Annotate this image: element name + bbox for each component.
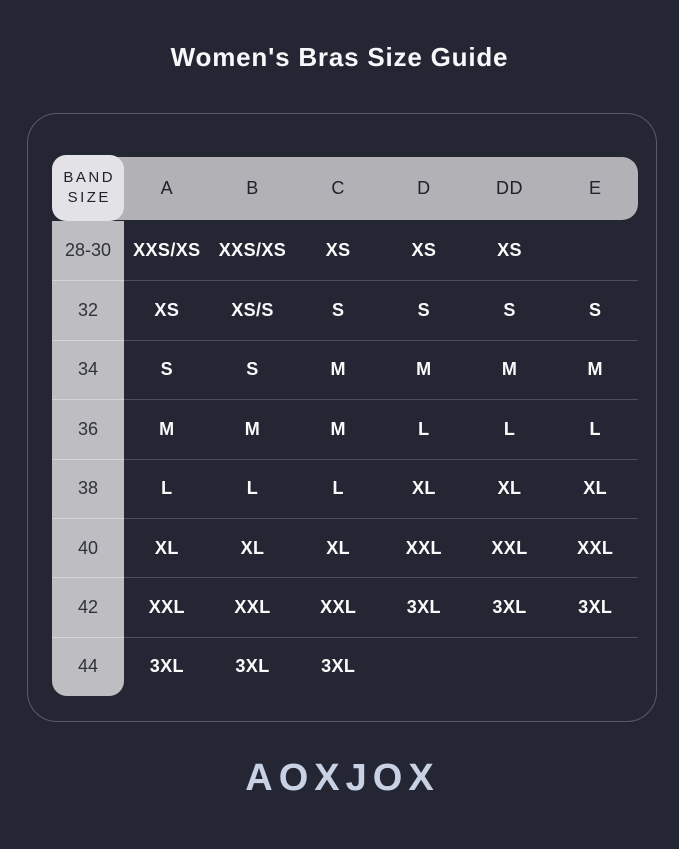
band-size-corner-line2: SIZE bbox=[67, 189, 111, 206]
cup-size-header-E: E bbox=[588, 178, 602, 198]
size-cell-32-D: S bbox=[381, 280, 467, 339]
table-row-band-36: 36 M M M L L L bbox=[52, 399, 639, 459]
size-cell-36-C: M bbox=[295, 399, 382, 458]
band-size-cell: 40 bbox=[52, 517, 124, 578]
brand-logo: AOXJOX bbox=[245, 757, 440, 799]
size-table: A B C D DD E BAND SIZE 28-30 XXS/XS XXS/XS XS XS X… bbox=[52, 155, 639, 697]
size-cell-36-E: L bbox=[552, 399, 639, 458]
size-cell-32-A: XS bbox=[124, 280, 210, 339]
size-cell-36-A: M bbox=[124, 399, 210, 458]
size-guide-panel: A B C D DD E BAND SIZE 28-30 XXS/XS XXS/XS XS XS X… bbox=[27, 113, 657, 722]
band-size-cell: 28-30 bbox=[52, 221, 124, 281]
size-cell-38-DD: XL bbox=[466, 458, 553, 518]
size-cell-44-D bbox=[381, 636, 467, 696]
size-cell-42-E: 3XL bbox=[552, 577, 639, 636]
table-row-band-32: 32 XS XS/S S S S S bbox=[52, 280, 639, 340]
table-row-band-28-30: 28-30 XXS/XS XXS/XS XS XS XS bbox=[52, 221, 638, 281]
size-cell-42-C: XXL bbox=[295, 577, 382, 636]
size-cell-42-D: 3XL bbox=[381, 577, 467, 636]
size-cell-40-B: XL bbox=[209, 517, 296, 577]
size-cell-36-B: M bbox=[209, 399, 296, 458]
size-cell-42-B: XXL bbox=[209, 577, 296, 636]
size-cell-38-A: L bbox=[124, 458, 210, 518]
size-cell-28-30-E bbox=[552, 221, 638, 280]
size-cell-34-B: S bbox=[209, 339, 296, 399]
band-size-cell: 34 bbox=[52, 339, 124, 400]
size-cell-44-B: 3XL bbox=[209, 636, 296, 696]
size-cell-40-E: XXL bbox=[552, 517, 639, 577]
size-cell-40-A: XL bbox=[124, 517, 210, 577]
size-cell-44-DD bbox=[466, 636, 553, 696]
size-cell-38-E: XL bbox=[552, 458, 639, 518]
cup-size-header-A: A bbox=[160, 178, 174, 198]
size-cell-32-B: XS/S bbox=[209, 280, 296, 339]
size-cell-32-DD: S bbox=[466, 280, 553, 339]
size-cell-32-C: S bbox=[295, 280, 382, 339]
size-cell-42-DD: 3XL bbox=[466, 577, 553, 636]
cup-size-header-C: C bbox=[331, 178, 345, 198]
cup-size-header-DD: DD bbox=[496, 178, 524, 198]
size-cell-40-C: XL bbox=[295, 517, 382, 577]
size-cell-40-D: XXL bbox=[381, 517, 467, 577]
size-cell-28-30-C: XS bbox=[325, 240, 351, 261]
table-row-band-44: 44 3XL 3XL 3XL bbox=[52, 636, 639, 697]
band-size-cell: 32 bbox=[52, 280, 124, 340]
size-cell-28-30-A: XXS/XS bbox=[133, 240, 201, 261]
size-cell-28-30-DD: XS bbox=[497, 240, 522, 261]
size-cell-36-DD: L bbox=[466, 399, 553, 458]
band-size-corner-line1: BAND bbox=[63, 168, 116, 186]
band-size-corner-header: BAND SIZE bbox=[52, 155, 124, 221]
size-cell-44-E bbox=[552, 636, 639, 696]
cup-size-header-B: B bbox=[246, 178, 259, 198]
table-row-band-40: 40 XL XL XL XXL XXL XXL bbox=[52, 517, 639, 578]
size-cell-34-E: M bbox=[552, 339, 639, 399]
size-cell-34-D: M bbox=[381, 339, 467, 399]
cup-size-header-D: D bbox=[417, 178, 431, 198]
size-cell-28-30-D: XS bbox=[411, 240, 437, 261]
table-header-row: A B C D DD E BAND SIZE bbox=[52, 155, 638, 221]
page-title: Women's Bras Size Guide bbox=[170, 42, 509, 72]
table-body: 28-30 XXS/XS XXS/XS XS XS XS 32 XS XS/S S S S S 34 S S M… bbox=[52, 221, 639, 697]
size-cell-34-A: S bbox=[124, 339, 210, 399]
size-cell-42-A: XXL bbox=[124, 577, 210, 636]
size-cell-32-E: S bbox=[552, 280, 639, 339]
band-size-cell: 38 bbox=[52, 458, 124, 518]
size-cell-34-C: M bbox=[295, 339, 382, 399]
size-cell-36-D: L bbox=[381, 399, 467, 458]
band-size-cell: 44 bbox=[52, 636, 124, 697]
table-row-band-38: 38 L L L XL XL XL bbox=[52, 458, 639, 518]
size-cell-44-C: 3XL bbox=[295, 636, 382, 696]
size-cell-34-DD: M bbox=[466, 339, 553, 399]
size-cell-38-B: L bbox=[209, 458, 296, 518]
cup-size-header-strip: A B C D DD E bbox=[52, 157, 638, 220]
size-cell-38-C: L bbox=[295, 458, 382, 518]
band-size-cell: 42 bbox=[52, 577, 124, 637]
table-row-band-34: 34 S S M M M M bbox=[52, 339, 639, 400]
size-cell-40-DD: XXL bbox=[466, 517, 553, 577]
size-cell-38-D: XL bbox=[381, 458, 467, 518]
band-size-cell: 36 bbox=[52, 399, 124, 459]
size-cell-28-30-B: XXS/XS bbox=[218, 240, 287, 261]
table-row-band-42: 42 XXL XXL XXL 3XL 3XL 3XL bbox=[52, 577, 639, 637]
size-cell-44-A: 3XL bbox=[124, 636, 210, 696]
